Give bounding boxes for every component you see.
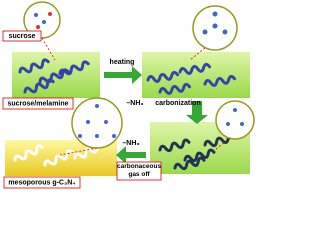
label: heating bbox=[110, 59, 135, 66]
label: sucrose bbox=[9, 33, 36, 40]
arrows bbox=[104, 66, 208, 164]
label: carbonaceous gas off bbox=[117, 163, 161, 178]
connectors bbox=[41, 37, 231, 156]
label: mesoporous g-C₃N₄ bbox=[8, 179, 75, 186]
label: –NH₃ bbox=[122, 140, 139, 147]
label-box bbox=[2, 97, 74, 110]
label: –NH₃ bbox=[126, 100, 143, 107]
label-box bbox=[116, 161, 162, 181]
panel-heated bbox=[142, 52, 250, 98]
scheme: sucrose heating sucrose/melamine –NH₃ ca… bbox=[2, 1, 255, 189]
label-wrap: carbonaceous gas off bbox=[117, 163, 161, 178]
label-box bbox=[3, 176, 81, 189]
label-box bbox=[2, 30, 42, 42]
label: sucrose/melamine bbox=[7, 100, 68, 107]
molecule-atoms bbox=[34, 11, 244, 138]
label: carbonization bbox=[155, 100, 201, 107]
molecule-circles bbox=[23, 1, 255, 149]
